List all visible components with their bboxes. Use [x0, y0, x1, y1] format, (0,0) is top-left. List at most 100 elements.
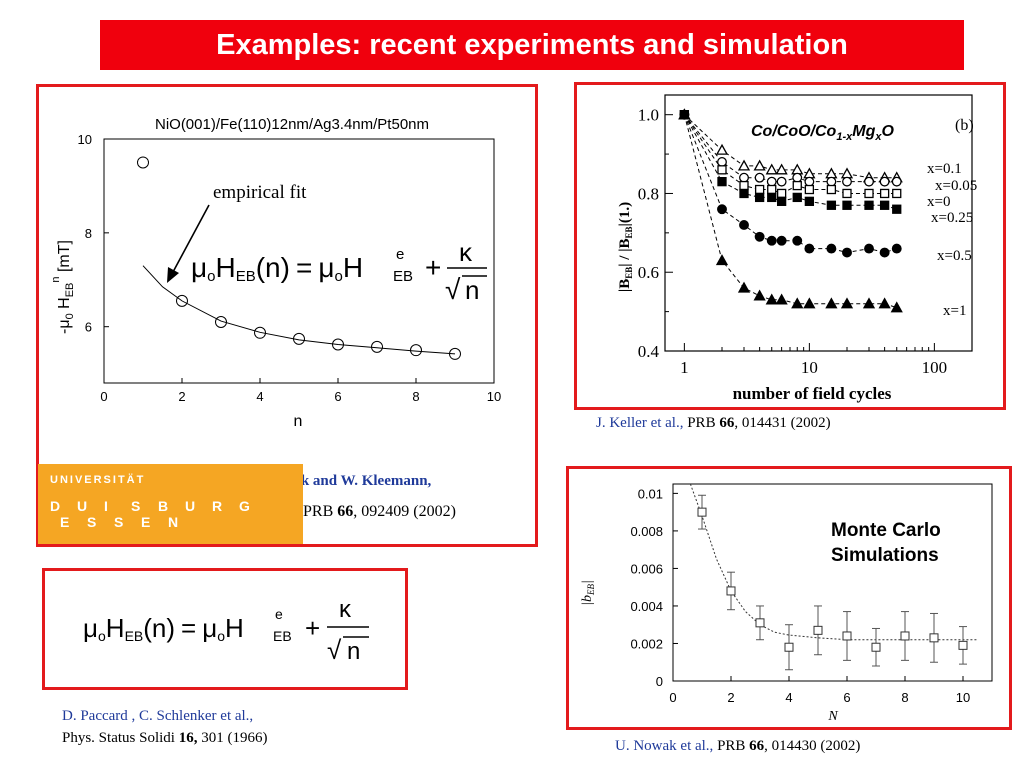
data-point	[879, 176, 890, 187]
paccard-authors: D. Paccard , C. Schlenker et al.,	[62, 708, 254, 724]
data-point	[776, 235, 787, 246]
x-tick-label: 2	[727, 690, 734, 705]
svg-text:μoHEB(n)=μoH: μoHEB(n) = μoH	[83, 613, 244, 644]
data-point	[864, 176, 874, 187]
svg-text:+: +	[425, 252, 441, 283]
y-tick-label: 6	[85, 320, 92, 335]
data-point	[765, 293, 778, 305]
logo-letter: S	[87, 514, 97, 530]
data-point	[754, 184, 765, 195]
data-point	[176, 294, 188, 307]
data-point	[776, 176, 787, 187]
data-point	[862, 297, 876, 309]
x-tick-label: 100	[922, 358, 948, 377]
data-point	[767, 184, 777, 195]
data-point	[840, 297, 854, 309]
data-point	[776, 188, 787, 199]
x-tick-label: 10	[487, 389, 501, 404]
data-point	[879, 188, 890, 199]
svg-text:e: e	[275, 606, 283, 622]
y-tick-label: 0.6	[638, 263, 659, 282]
data-point	[842, 188, 852, 199]
data-point	[840, 167, 854, 179]
logo-line1: UNIVERSITÄT	[50, 474, 146, 486]
keller-ylabel: |BEB| / |BEB|(1.)	[617, 202, 634, 292]
x-tick-label: 6	[334, 389, 341, 404]
data-point	[929, 633, 939, 643]
data-point	[803, 297, 816, 309]
data-point	[842, 631, 852, 641]
empirical-fit-label: empirical fit	[213, 182, 307, 203]
data-point	[842, 176, 852, 187]
data-point	[254, 326, 266, 339]
logo-letter: E	[60, 514, 70, 530]
x-tick-label: 1	[680, 358, 689, 377]
logo-letter: U	[185, 498, 196, 514]
data-point	[739, 188, 749, 199]
plot-frame	[664, 94, 973, 352]
data-point	[825, 167, 838, 179]
svg-text:n: n	[465, 275, 479, 305]
logo-letter: S	[131, 498, 141, 514]
data-point	[826, 200, 837, 210]
data-point	[842, 247, 852, 258]
data-point	[739, 220, 749, 230]
data-point	[900, 631, 910, 641]
data-point	[678, 108, 691, 120]
data-point	[697, 507, 707, 517]
data-point	[715, 143, 729, 155]
y-tick-label: 0.004	[630, 599, 663, 614]
data-point	[765, 163, 778, 175]
data-point	[891, 243, 902, 254]
left-formula: μoHEB(n) = μoH e EB + κ √ n	[191, 237, 487, 305]
data-point	[826, 184, 837, 195]
y-tick-label: 10	[78, 132, 92, 147]
data-point	[449, 347, 461, 360]
y-tick-label: 0.01	[638, 486, 663, 501]
data-point	[784, 642, 794, 652]
svg-text:n: n	[347, 638, 360, 665]
x-tick-label: 8	[412, 389, 419, 404]
data-point	[803, 167, 816, 179]
logo-letter: N	[168, 514, 179, 530]
x-tick-label: 0	[669, 690, 676, 705]
fit-curve	[142, 265, 456, 355]
x-tick-label: 6	[843, 690, 850, 705]
data-point	[804, 176, 815, 187]
data-point	[813, 625, 823, 635]
data-point	[755, 618, 765, 628]
y-tick-label: 0	[656, 674, 663, 689]
data-point	[717, 165, 727, 175]
nowak-ref: U. Nowak et al., PRB 66, 014430 (2002)	[615, 738, 861, 754]
x-tick-label: 10	[801, 358, 818, 377]
left-ref-journal: PRB 66, 092409 (2002)	[303, 503, 456, 520]
legend-label: x=0.1	[927, 161, 962, 177]
svg-text:√: √	[445, 274, 461, 305]
data-point	[864, 200, 874, 210]
data-point	[754, 231, 765, 242]
data-point	[791, 297, 804, 309]
y-tick-label: 8	[85, 226, 92, 241]
data-point	[137, 156, 149, 169]
legend-label: x=0	[927, 194, 950, 210]
keller-panel: 1 10 100 0.4 0.6 0.8 1.0 Co/CoO/Co1-xMgxO (b) …	[574, 82, 1006, 410]
svg-text:+: +	[305, 613, 320, 643]
legend-label: x=0.5	[937, 248, 972, 264]
logo-letter: U	[77, 498, 88, 514]
data-point	[792, 192, 802, 203]
data-point	[371, 340, 383, 353]
y-tick-label: 1.0	[638, 106, 659, 125]
y-tick-label: 0.006	[630, 561, 663, 576]
legend-label: x=0.05	[935, 178, 977, 194]
data-point	[754, 192, 765, 203]
chart-left-xlabel: n	[294, 413, 303, 430]
logo-letter: E	[141, 514, 151, 530]
keller-ref: J. Keller et al., PRB 66, 014431 (2002)	[596, 415, 831, 431]
data-point	[776, 196, 787, 206]
data-point	[864, 243, 874, 254]
data-point	[871, 642, 881, 652]
data-point	[864, 188, 874, 199]
